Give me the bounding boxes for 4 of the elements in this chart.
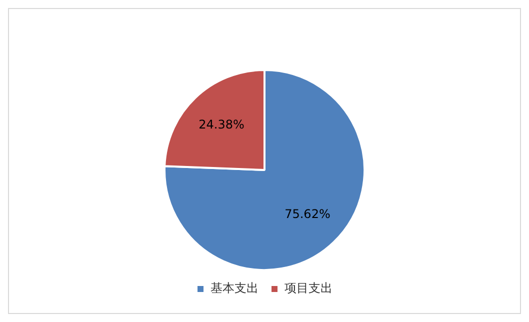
legend-label: 基本支出 [210,281,258,296]
data-label: 75.62% [284,206,330,221]
data-label: 24.38% [198,117,244,132]
legend-label: 项目支出 [284,281,332,296]
